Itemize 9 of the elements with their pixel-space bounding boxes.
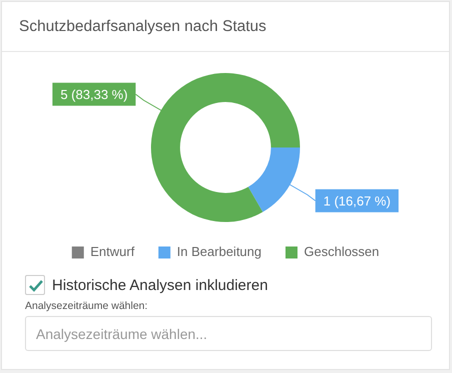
text: Analysezeiträume wählen: [25, 300, 148, 312]
data-label: 1 (16,67 %) [323, 193, 391, 208]
text-field: Analysezeiträume wählen... [25, 316, 432, 351]
data-label: 5 (83,33 %) [60, 86, 128, 102]
chart-title: Schutzbedarfsanalysen nach Status [19, 18, 266, 36]
text: Historische Analysen inkludieren [52, 277, 268, 294]
legend-label: Entwurf [90, 244, 135, 260]
legend-label: In Bearbeitung [176, 244, 262, 260]
legend-label: Geschlossen [304, 244, 380, 260]
